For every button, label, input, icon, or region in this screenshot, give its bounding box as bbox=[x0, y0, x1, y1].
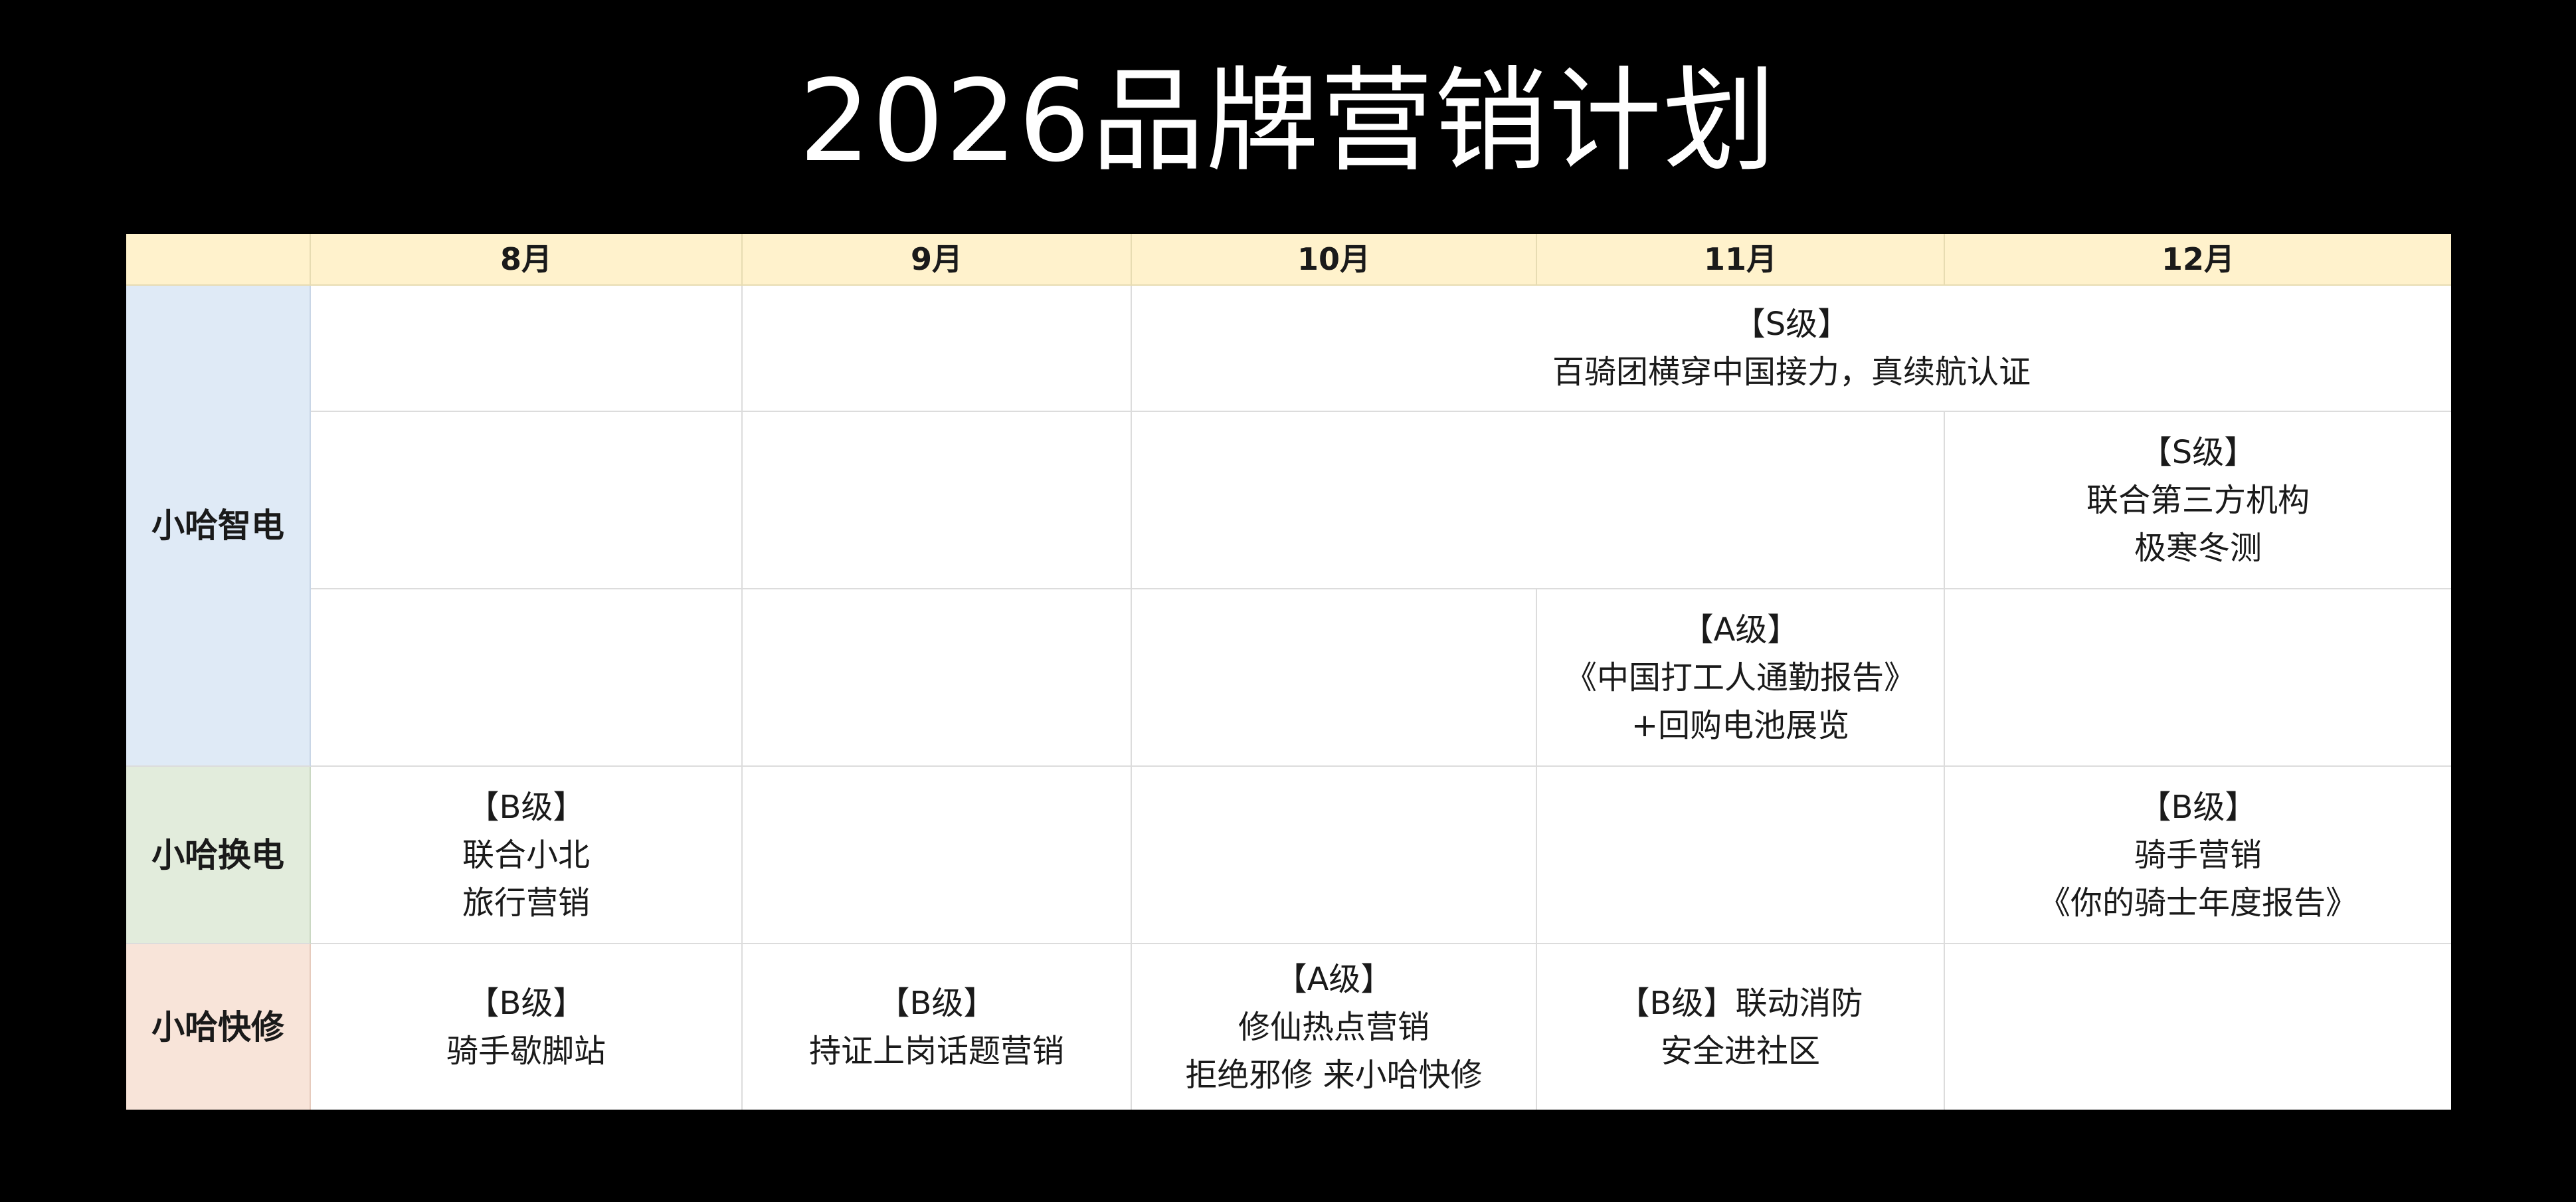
cell-kuaixiu-dec bbox=[1945, 944, 2451, 1110]
cell-kuaixiu-oct: 【A级】 修仙热点营销 拒绝邪修 来小哈快修 bbox=[1132, 944, 1537, 1110]
cell-zhidian-r3-sep bbox=[743, 589, 1132, 767]
column-header-sep: 9月 bbox=[743, 234, 1132, 286]
cell-zhidian-r3-aug bbox=[311, 589, 743, 767]
cell-huandian-oct bbox=[1132, 767, 1537, 944]
cell-huandian-dec: 【B级】 骑手营销 《你的骑士年度报告》 bbox=[1945, 767, 2451, 944]
row-header-huandian: 小哈换电 bbox=[126, 767, 311, 944]
cell-huandian-sep bbox=[743, 767, 1132, 944]
cell-zhidian-r1-oct-dec: 【S级】 百骑团横穿中国接力，真续航认证 bbox=[1132, 286, 2451, 412]
cell-zhidian-r2-aug bbox=[311, 412, 743, 589]
marketing-plan-table: 8月 9月 10月 11月 12月 小哈智电 【S级】 百骑团横穿中国接力，真续… bbox=[126, 234, 2451, 1110]
column-header-nov: 11月 bbox=[1537, 234, 1945, 286]
column-header-aug: 8月 bbox=[311, 234, 743, 286]
cell-zhidian-r3-dec bbox=[1945, 589, 2451, 767]
header-corner bbox=[126, 234, 311, 286]
column-header-oct: 10月 bbox=[1132, 234, 1537, 286]
cell-zhidian-r2-sep bbox=[743, 412, 1132, 589]
cell-kuaixiu-aug: 【B级】 骑手歇脚站 bbox=[311, 944, 743, 1110]
cell-zhidian-r1-aug bbox=[311, 286, 743, 412]
cell-zhidian-r3-nov: 【A级】 《中国打工人通勤报告》 +回购电池展览 bbox=[1537, 589, 1945, 767]
row-header-zhidian: 小哈智电 bbox=[126, 286, 311, 767]
cell-huandian-aug: 【B级】 联合小北 旅行营销 bbox=[311, 767, 743, 944]
cell-zhidian-r2-oct-nov bbox=[1132, 412, 1945, 589]
cell-zhidian-r1-sep bbox=[743, 286, 1132, 412]
cell-zhidian-r2-dec: 【S级】 联合第三方机构 极寒冬测 bbox=[1945, 412, 2451, 589]
page-title: 2026品牌营销计划 bbox=[798, 56, 1778, 187]
cell-kuaixiu-sep: 【B级】 持证上岗话题营销 bbox=[743, 944, 1132, 1110]
cell-huandian-nov bbox=[1537, 767, 1945, 944]
cell-kuaixiu-nov: 【B级】联动消防 安全进社区 bbox=[1537, 944, 1945, 1110]
cell-zhidian-r3-oct bbox=[1132, 589, 1537, 767]
row-header-kuaixiu: 小哈快修 bbox=[126, 944, 311, 1110]
column-header-dec: 12月 bbox=[1945, 234, 2451, 286]
